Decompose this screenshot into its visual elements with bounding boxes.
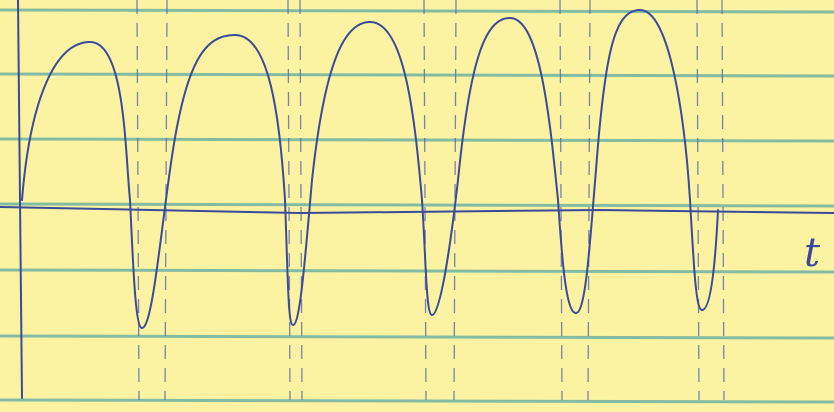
axis-label: t bbox=[804, 230, 821, 276]
sketch: t bbox=[0, 0, 834, 412]
rule-line bbox=[0, 336, 834, 338]
rule-line bbox=[0, 74, 834, 76]
rule-line bbox=[0, 270, 834, 272]
rule-line bbox=[0, 204, 834, 206]
rule-line bbox=[0, 400, 834, 402]
rule-line bbox=[0, 10, 834, 12]
